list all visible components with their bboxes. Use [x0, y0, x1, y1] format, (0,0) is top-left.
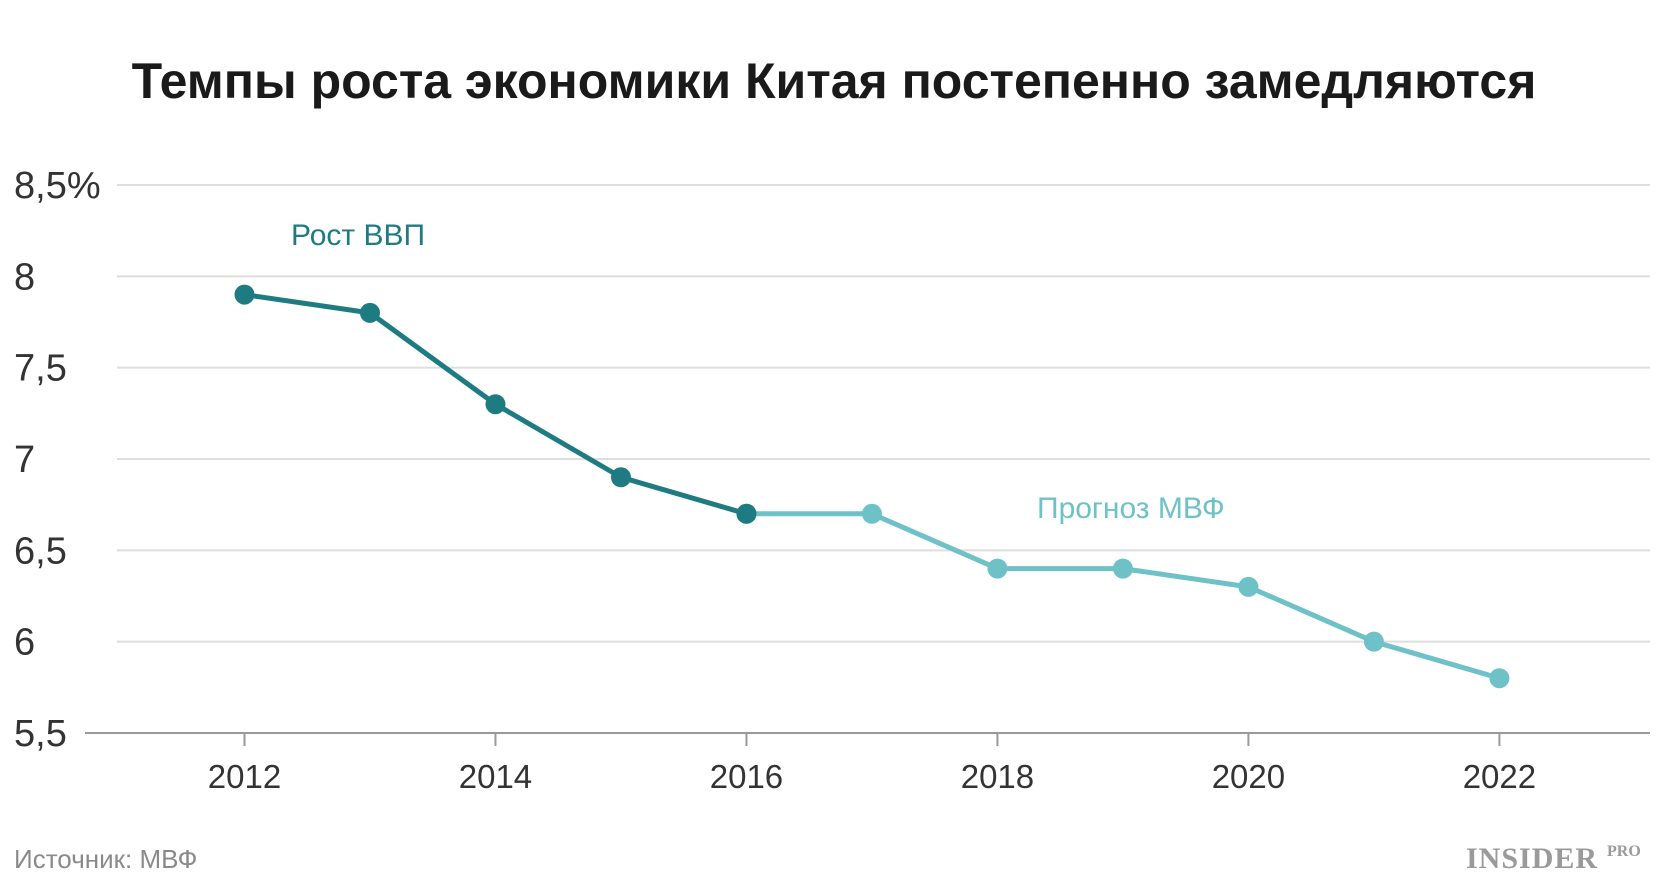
y-tick-label: 6,5 — [14, 530, 67, 572]
data-point — [1363, 631, 1384, 652]
data-point — [1238, 576, 1259, 597]
y-tick-label: 8,5% — [14, 165, 101, 207]
brand-logo: INSIDER PRO — [1466, 842, 1641, 875]
brand-suffix: PRO — [1607, 843, 1641, 860]
data-point — [1489, 668, 1510, 689]
data-point — [610, 467, 631, 488]
data-point — [736, 503, 757, 524]
series-1 — [736, 503, 1510, 689]
series-label-gdp: Рост ВВП — [291, 219, 425, 252]
x-tick-label: 2020 — [1212, 758, 1285, 795]
x-tick-label: 2022 — [1463, 758, 1536, 795]
x-tick-label: 2014 — [459, 758, 532, 795]
y-tick-label: 5,5 — [14, 713, 67, 755]
series-line — [743, 511, 1502, 681]
y-tick-label: 7 — [14, 439, 35, 481]
series-labels: Рост ВВП Прогноз МВФ — [291, 219, 1225, 525]
data-point — [485, 394, 506, 415]
x-tick-label: 2016 — [710, 758, 783, 795]
source-note: Источник: МВФ — [14, 844, 197, 874]
grid-lines — [117, 184, 1650, 643]
x-tick-label: 2012 — [208, 758, 281, 795]
data-point — [1112, 558, 1133, 579]
y-axis-ticks: 8,5% 8 7,5 7 6,5 6 5,5 — [14, 165, 101, 755]
data-point — [234, 284, 255, 305]
y-tick-label: 8 — [14, 256, 35, 298]
y-tick-label: 6 — [14, 622, 35, 664]
x-axis-ticks: 2012 2014 2016 2018 2020 2022 — [208, 733, 1536, 795]
brand-name: INSIDER — [1466, 842, 1598, 875]
y-tick-label: 7,5 — [14, 348, 67, 390]
chart-title: Темпы роста экономики Китая постепенно з… — [132, 53, 1537, 109]
series-layer — [234, 284, 1510, 689]
series-0 — [234, 284, 757, 524]
data-point — [987, 558, 1008, 579]
data-point — [359, 302, 380, 323]
data-point — [861, 503, 882, 524]
x-tick-label: 2018 — [961, 758, 1034, 795]
series-label-forecast: Прогноз МВФ — [1037, 492, 1225, 525]
